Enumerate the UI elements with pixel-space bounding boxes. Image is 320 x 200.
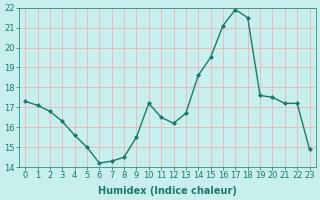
X-axis label: Humidex (Indice chaleur): Humidex (Indice chaleur) (98, 186, 237, 196)
